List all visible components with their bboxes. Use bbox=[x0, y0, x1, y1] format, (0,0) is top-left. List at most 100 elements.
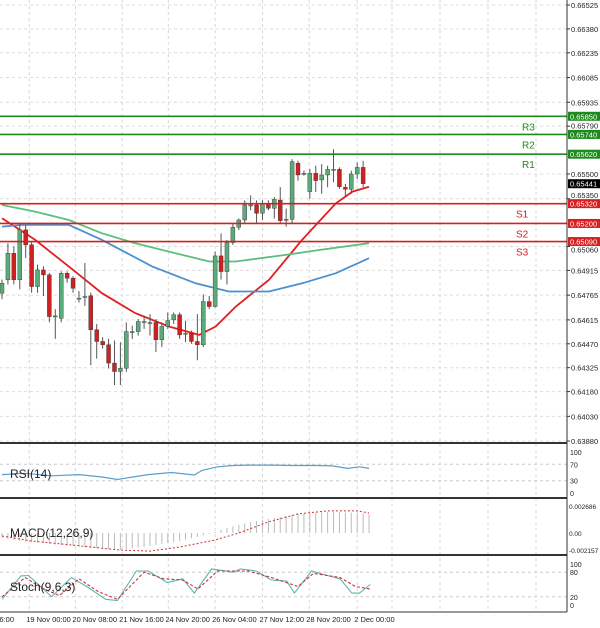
candle-body bbox=[189, 333, 194, 342]
macd-scale-label: 0.00 bbox=[569, 531, 582, 538]
time-label: 24 Nov 20:00 bbox=[165, 615, 210, 624]
candle-body bbox=[23, 229, 28, 246]
rsi-scale-label: 0 bbox=[570, 491, 574, 498]
candle-body bbox=[195, 341, 200, 345]
rsi-line bbox=[1, 464, 370, 481]
level-name: S1 bbox=[516, 210, 529, 221]
candle-body bbox=[360, 167, 366, 184]
level-price-badge bbox=[568, 237, 600, 247]
level-price-badge bbox=[568, 149, 600, 159]
macd-panel[interactable] bbox=[1, 510, 370, 552]
level-price-label: 0.65620 bbox=[570, 150, 597, 159]
candle-body bbox=[76, 297, 82, 300]
candle-body bbox=[301, 173, 307, 175]
candle-body bbox=[278, 199, 283, 221]
candle-body bbox=[141, 321, 147, 323]
candle-body bbox=[165, 320, 170, 327]
candle-body bbox=[349, 173, 354, 190]
candle-body bbox=[5, 253, 11, 281]
candle-body bbox=[41, 269, 46, 276]
price-label: 0.64325 bbox=[571, 364, 598, 373]
candle-body bbox=[313, 173, 318, 181]
candle-body bbox=[260, 203, 265, 214]
rsi-scale-label: 70 bbox=[570, 462, 578, 469]
price-label: 0.65060 bbox=[571, 245, 598, 254]
stoch-scale-label: 0 bbox=[570, 603, 574, 610]
rsi-scale-label: 100 bbox=[570, 450, 582, 457]
candle-body bbox=[183, 333, 188, 335]
level-name: S2 bbox=[516, 229, 529, 240]
price-label: 0.64915 bbox=[571, 266, 598, 275]
candle-body bbox=[11, 253, 17, 281]
stoch-scale-label: 100 bbox=[570, 562, 582, 569]
candle-body bbox=[307, 173, 313, 192]
price-label: 0.64765 bbox=[571, 291, 598, 300]
candle-body bbox=[159, 326, 165, 341]
level-price-label: 0.65740 bbox=[570, 130, 597, 139]
candle-body bbox=[106, 344, 111, 364]
time-label: 18 Nov 16:00 bbox=[0, 615, 14, 624]
level-price-label: 0.65320 bbox=[570, 200, 597, 209]
level-price-label: 0.65850 bbox=[570, 112, 597, 121]
candle-body bbox=[118, 367, 123, 372]
time-label: 2 Dec 00:00 bbox=[354, 615, 394, 624]
time-label: 27 Nov 12:00 bbox=[259, 615, 304, 624]
rsi-panel[interactable] bbox=[1, 464, 370, 481]
candle-body bbox=[212, 255, 218, 307]
candle-body bbox=[325, 169, 330, 176]
price-label: 0.64615 bbox=[571, 316, 598, 325]
price-label: 0.66525 bbox=[571, 1, 598, 10]
candle-body bbox=[94, 329, 99, 342]
candle-body bbox=[254, 204, 259, 214]
candle-body bbox=[64, 273, 70, 279]
stoch-panel[interactable] bbox=[1, 568, 371, 602]
price-label: 0.65350 bbox=[571, 191, 598, 200]
level-price-badge bbox=[568, 129, 600, 139]
rsi-title: RSI(14) bbox=[10, 467, 51, 481]
current-price-badge bbox=[568, 179, 600, 189]
candle-body bbox=[147, 322, 153, 324]
candle-body bbox=[124, 331, 129, 369]
price-panel[interactable]: R3 R2 R1 S1 S2 S3 bbox=[0, 115, 567, 386]
price-label: 0.66380 bbox=[571, 25, 598, 34]
moving-average-line bbox=[1, 204, 370, 263]
candle-body bbox=[59, 273, 64, 319]
price-label: 0.65935 bbox=[571, 98, 598, 107]
candle-body bbox=[53, 315, 58, 318]
candle-body bbox=[355, 167, 360, 175]
candle-body bbox=[283, 219, 289, 221]
stoch-main-line bbox=[1, 568, 371, 602]
candle-body bbox=[289, 161, 295, 220]
moving-average-line bbox=[1, 224, 370, 293]
price-label: 0.66085 bbox=[571, 74, 598, 83]
time-label: 19 Nov 00:00 bbox=[26, 615, 71, 624]
stoch-scale-label: 80 bbox=[570, 570, 578, 577]
candle-body bbox=[337, 169, 342, 187]
candle-body bbox=[70, 277, 76, 289]
candle-body bbox=[331, 169, 336, 171]
price-label: 0.66235 bbox=[571, 49, 598, 58]
current-price-label: 0.65441 bbox=[570, 180, 597, 189]
price-label: 0.64470 bbox=[571, 340, 598, 349]
level-name: R3 bbox=[522, 122, 535, 133]
candle-body bbox=[242, 204, 247, 221]
macd-title: MACD(12,26,9) bbox=[10, 526, 93, 540]
candle-body bbox=[35, 269, 40, 287]
candle-body bbox=[17, 229, 22, 281]
candle-body bbox=[295, 163, 301, 176]
candle-body bbox=[88, 295, 94, 330]
macd-scale-label: 0.002686 bbox=[569, 504, 596, 511]
candle-body bbox=[171, 314, 176, 321]
stoch-signal-line bbox=[1, 570, 371, 600]
candle-body bbox=[0, 283, 5, 294]
level-name: S3 bbox=[516, 248, 529, 259]
macd-scale-label: -0.002157 bbox=[569, 548, 599, 555]
price-label: 0.65500 bbox=[571, 170, 598, 179]
candle-body bbox=[224, 242, 230, 272]
candle-body bbox=[230, 227, 236, 243]
candle-body bbox=[130, 331, 135, 333]
candle-body bbox=[82, 296, 88, 298]
